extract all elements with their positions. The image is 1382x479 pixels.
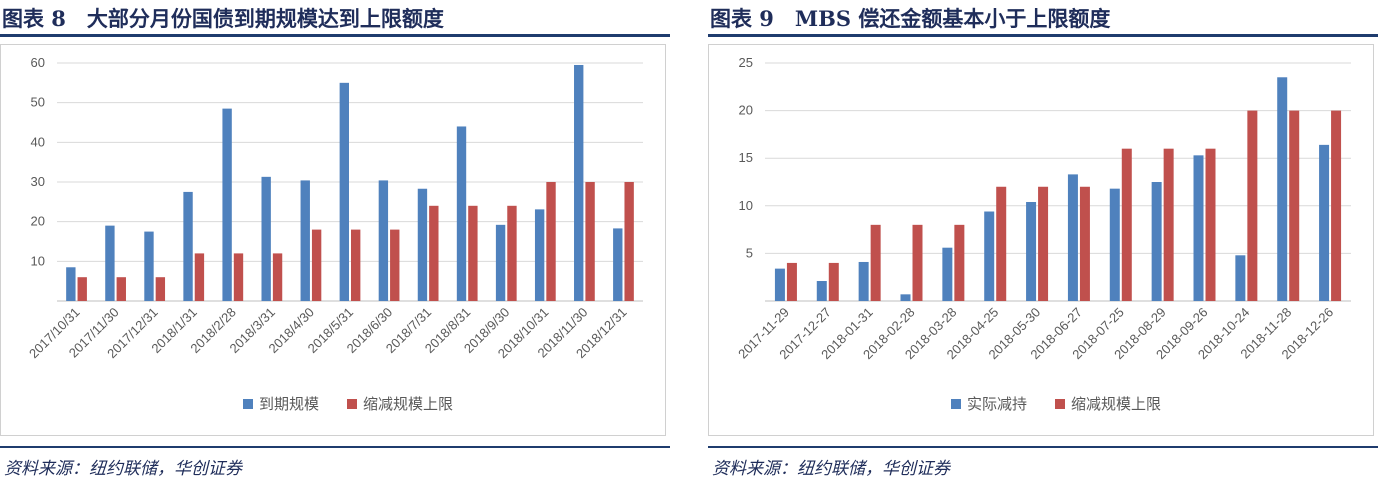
figure-8-chart-frame: 10 20 30 40 50 60 2017/10/31 2017/11/30 2017/12/… <box>0 44 666 436</box>
bar-series1 <box>984 211 995 301</box>
bar-series2 <box>1121 148 1132 301</box>
bar-series2 <box>996 186 1007 301</box>
bar-series2 <box>77 277 87 301</box>
figure-9-panel: 图表 9 MBS 偿还金额基本小于上限额度 5 10 15 20 25 2017-11-2… <box>708 0 1378 479</box>
y-tick-label: 10 <box>739 198 753 213</box>
bar-series1 <box>1193 155 1204 301</box>
bar-series1 <box>1151 182 1162 301</box>
y-tick-label: 25 <box>739 55 753 70</box>
bar-series2 <box>390 229 400 301</box>
y-tick-label: 15 <box>739 150 753 165</box>
bar-series1 <box>900 294 911 301</box>
bar-series1 <box>774 268 785 301</box>
bar-series2 <box>351 229 361 301</box>
legend-label: 缩减规模上限 <box>1071 395 1161 413</box>
bar-series2 <box>429 205 439 301</box>
figure-8-panel: 图表 8 大部分月份国债到期规模达到上限额度 10 20 30 40 50 60 2017/… <box>0 0 670 479</box>
figure-9-title-rule <box>708 34 1378 37</box>
legend-label: 到期规模 <box>259 395 319 413</box>
bar-series2 <box>1205 148 1216 301</box>
figure-8-title: 图表 8 大部分月份国债到期规模达到上限额度 <box>2 6 444 31</box>
bar-series1 <box>613 228 623 301</box>
bar-series2 <box>194 253 205 301</box>
bar-series1 <box>66 267 76 301</box>
legend-swatch <box>347 399 357 409</box>
legend-label: 实际减持 <box>967 395 1027 413</box>
bar-series2 <box>1038 186 1049 301</box>
bar-series1 <box>339 82 349 301</box>
bar-series1 <box>261 176 271 301</box>
bar-series2 <box>624 182 634 301</box>
bar-series1 <box>378 180 389 301</box>
figure-8-chart: 1020304050602017/10/312017/11/302017/12/… <box>26 55 643 413</box>
bar-series2 <box>786 262 797 301</box>
bar-series1 <box>574 64 584 301</box>
legend-swatch <box>951 399 961 409</box>
figure-8-source: 资料来源：纽约联储，华创证券 <box>4 459 242 479</box>
bar-series1 <box>417 188 428 301</box>
bar-series2 <box>1289 110 1300 301</box>
bar-series1 <box>816 281 827 301</box>
bar-series1 <box>144 231 154 301</box>
bar-series1 <box>858 261 869 301</box>
legend-label: 缩减规模上限 <box>363 395 453 413</box>
y-tick-label: 30 <box>31 174 45 189</box>
figure-8-bottom-rule <box>0 446 670 448</box>
bar-series2 <box>1079 186 1090 301</box>
bar-series1 <box>534 209 545 301</box>
bar-series2 <box>1331 110 1342 301</box>
bar-series1 <box>1109 188 1120 301</box>
y-tick-label: 60 <box>31 55 45 70</box>
figure-8-title-rule <box>0 34 670 37</box>
y-tick-label: 10 <box>31 253 45 268</box>
bar-series1 <box>1026 201 1037 301</box>
figure-9-chart: 5101520252017-11-292017-12-272018-01-312… <box>735 55 1351 413</box>
y-tick-label: 20 <box>739 103 753 118</box>
bar-series2 <box>507 205 517 301</box>
y-tick-label: 5 <box>746 245 753 260</box>
legend-swatch <box>1055 399 1065 409</box>
bar-series1 <box>1319 144 1330 301</box>
bar-series2 <box>546 182 556 301</box>
bar-series2 <box>155 277 166 301</box>
bar-series1 <box>456 126 467 301</box>
bar-series1 <box>1235 255 1246 301</box>
bar-series1 <box>495 224 506 301</box>
bar-series1 <box>183 191 193 301</box>
bar-series1 <box>1067 174 1078 301</box>
figure-9-source: 资料来源：纽约联储，华创证券 <box>712 459 950 479</box>
legend-swatch <box>243 399 253 409</box>
y-tick-label: 40 <box>31 134 45 149</box>
bar-series1 <box>942 247 953 301</box>
figure-9-title: 图表 9 MBS 偿还金额基本小于上限额度 <box>710 6 1111 31</box>
bar-series1 <box>222 108 232 301</box>
bar-series1 <box>300 180 310 301</box>
bar-series2 <box>912 224 923 301</box>
bar-series1 <box>1277 77 1288 301</box>
figure-9-bottom-rule <box>708 446 1378 448</box>
y-tick-label: 20 <box>31 214 45 229</box>
bar-series2 <box>585 182 595 301</box>
y-tick-label: 50 <box>31 95 45 110</box>
bar-series2 <box>468 205 478 301</box>
bar-series2 <box>233 253 244 301</box>
bar-series2 <box>311 229 322 301</box>
figure-9-chart-frame: 5 10 15 20 25 2017-11-29 2017-12-27 2018-01-31 2… <box>708 44 1374 436</box>
bar-series2 <box>272 253 283 301</box>
bar-series2 <box>1247 110 1258 301</box>
bar-series2 <box>954 224 965 301</box>
bar-series2 <box>116 277 126 301</box>
bar-series2 <box>870 224 881 301</box>
bar-series2 <box>828 262 839 301</box>
bar-series2 <box>1163 148 1174 301</box>
bar-series1 <box>105 225 115 301</box>
